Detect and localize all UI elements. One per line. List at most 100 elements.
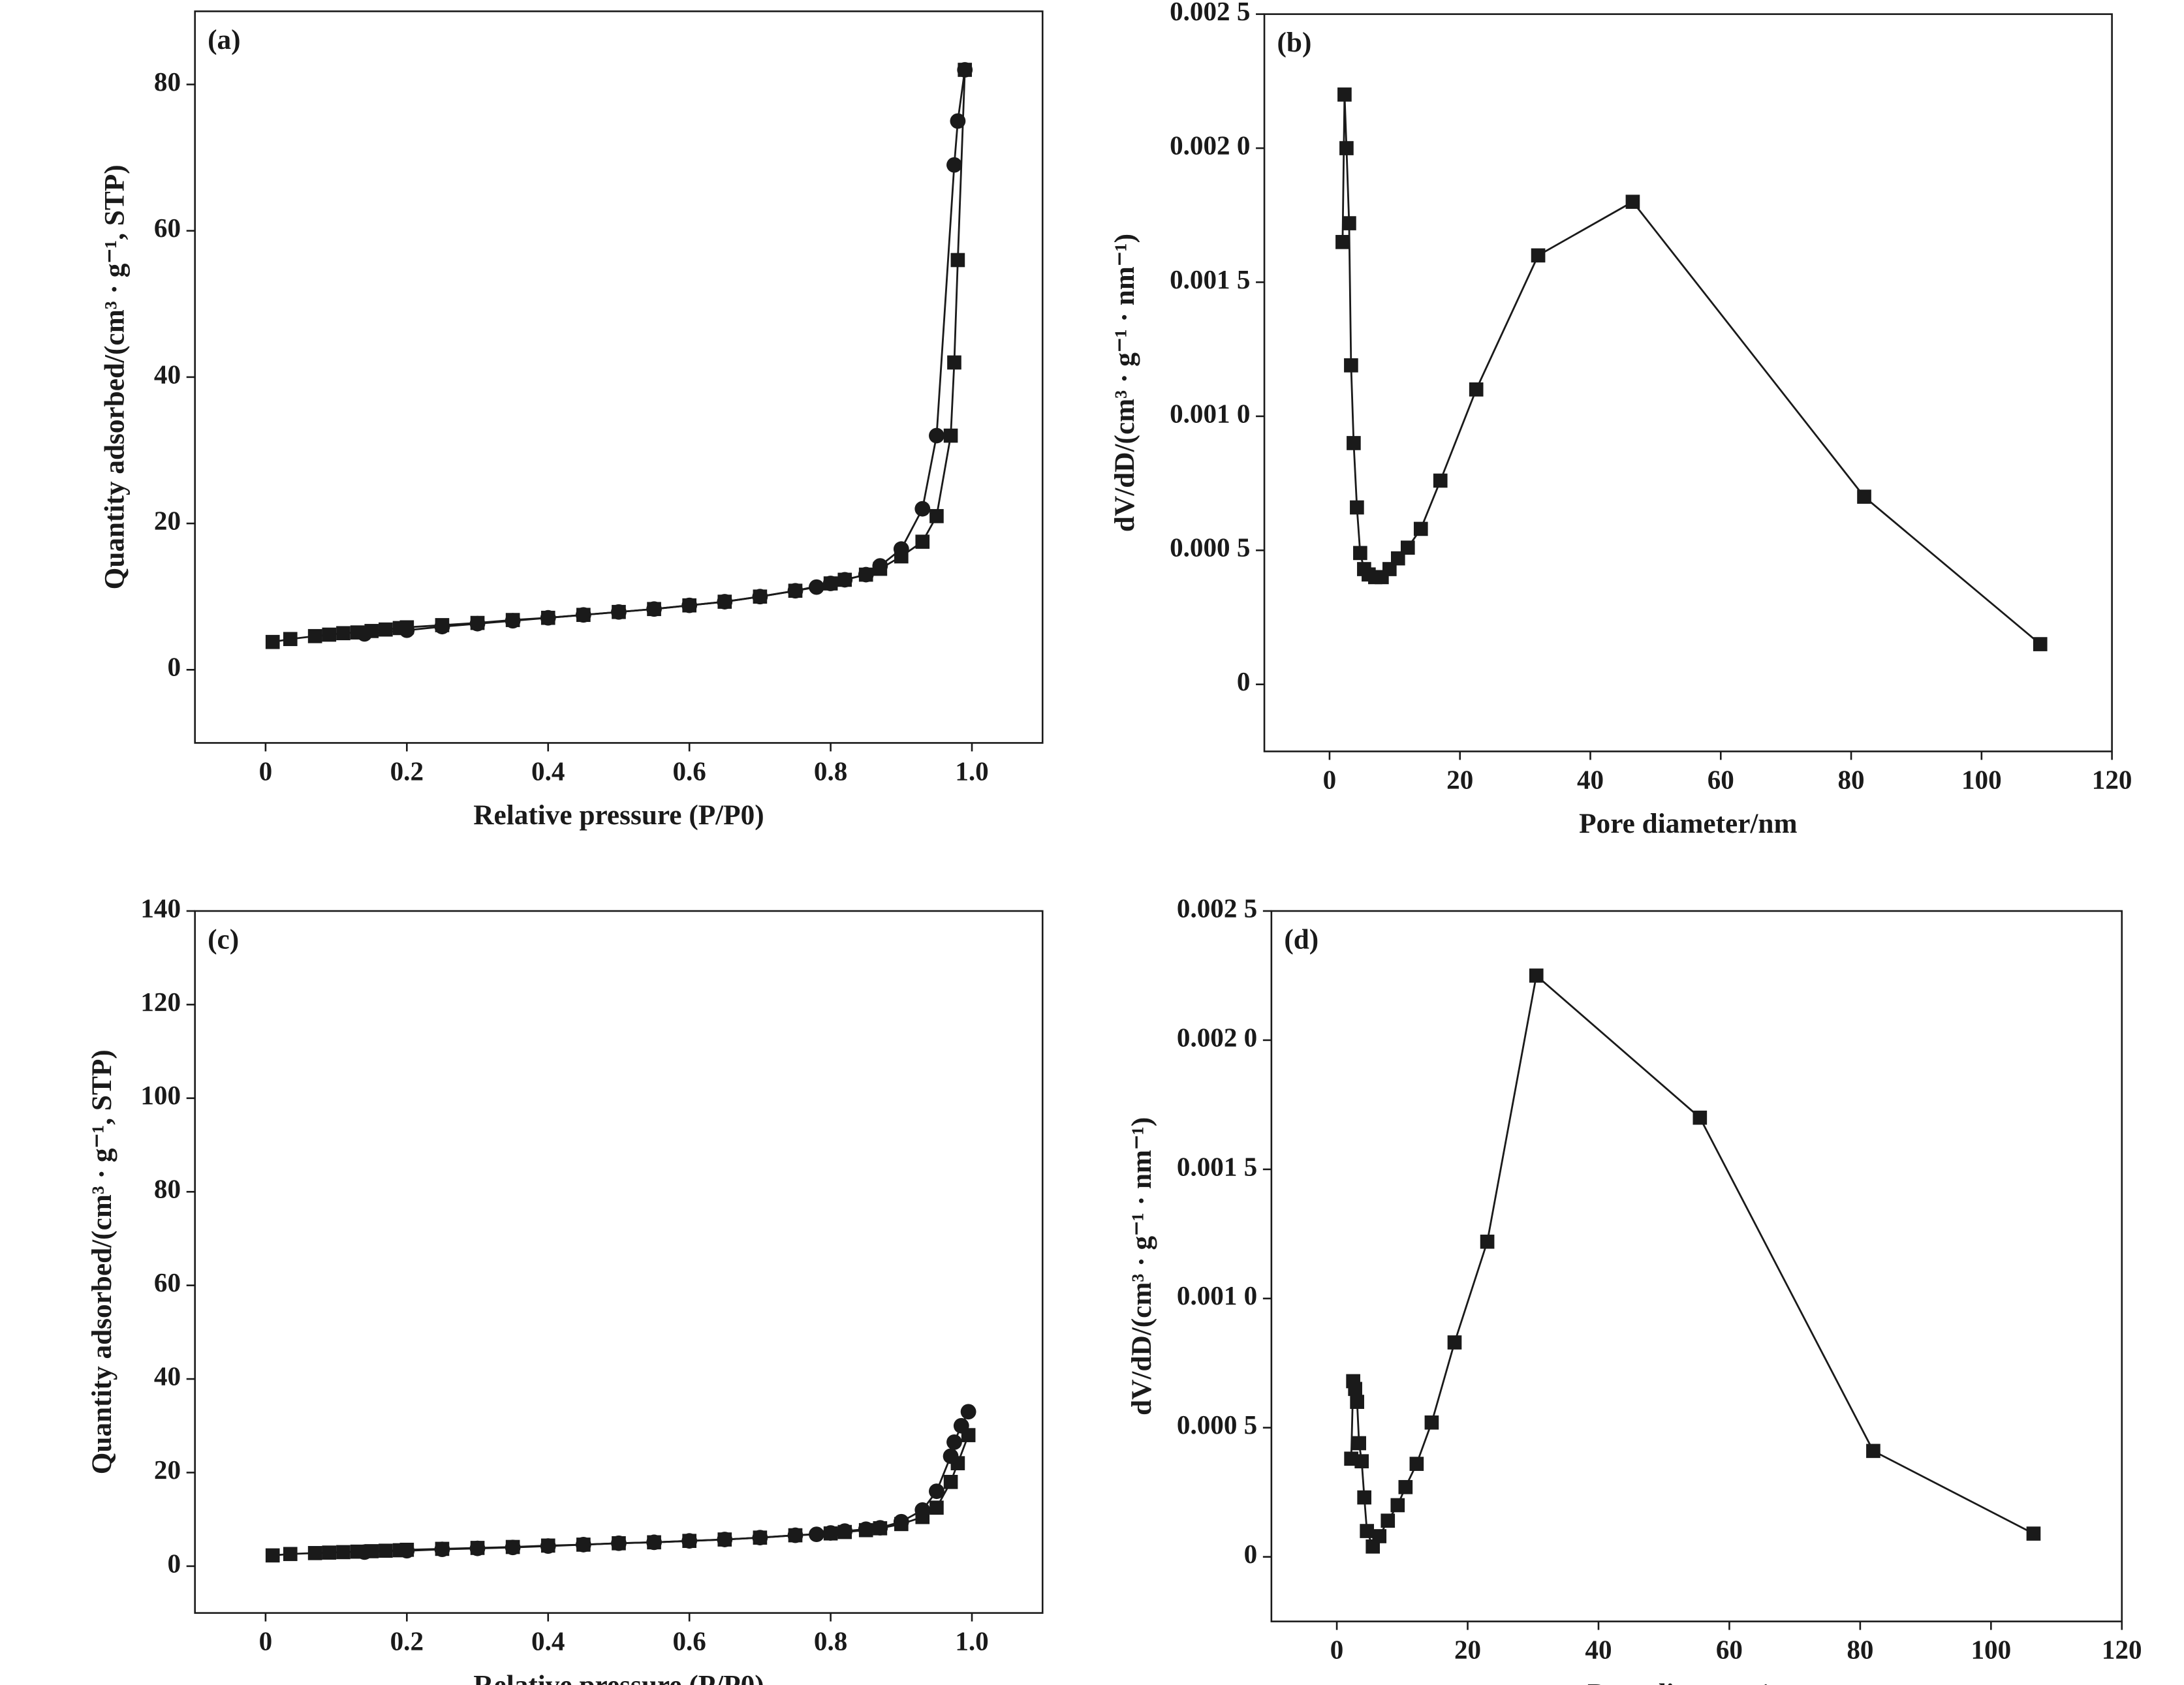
- data-point: [858, 1521, 874, 1538]
- data-point: [837, 1523, 853, 1539]
- data-point: [950, 113, 966, 129]
- y-tick-label: 0.001 5: [1170, 264, 1250, 294]
- data-point: [379, 622, 393, 637]
- data-point: [1866, 1444, 1880, 1459]
- data-point: [1372, 1529, 1387, 1543]
- data-point: [1339, 141, 1354, 155]
- data-point: [646, 1534, 662, 1551]
- y-tick-label: 20: [154, 506, 181, 536]
- y-tick-label: 0.002 5: [1170, 0, 1250, 26]
- data-point: [929, 1500, 944, 1515]
- x-axis-label: Pore diameter/nm: [1579, 808, 1797, 839]
- data-point: [957, 62, 973, 78]
- data-point: [356, 626, 373, 642]
- y-axis-label: Quantity adsorbed/(cm³ · g⁻¹, STP): [99, 164, 131, 589]
- data-point: [575, 607, 591, 623]
- data-point: [2033, 637, 2048, 651]
- y-tick-label: 0.002 5: [1177, 893, 1257, 923]
- x-tick-label: 80: [1838, 764, 1865, 794]
- x-tick-label: 100: [1971, 1635, 2011, 1665]
- y-tick-label: 0: [167, 1548, 181, 1578]
- data-point: [893, 1513, 909, 1530]
- y-tick-label: 140: [140, 893, 181, 923]
- data-point: [1625, 194, 1640, 209]
- data-point: [953, 1417, 969, 1434]
- data-point: [858, 566, 874, 583]
- data-point: [1447, 1335, 1462, 1350]
- data-point: [307, 628, 322, 643]
- data-point: [1350, 1395, 1364, 1409]
- data-point: [1357, 1490, 1372, 1505]
- data-point: [717, 594, 733, 610]
- data-point: [752, 589, 768, 605]
- y-tick-label: 0: [1237, 666, 1251, 696]
- data-point: [283, 632, 298, 647]
- panel-label: (b): [1277, 27, 1312, 58]
- data-point: [1413, 521, 1428, 536]
- data-point: [914, 1502, 931, 1518]
- y-tick-label: 80: [154, 1174, 181, 1204]
- x-axis-label: Relative pressure (P/P0): [473, 799, 764, 831]
- data-point: [946, 157, 962, 173]
- data-point: [1398, 1479, 1413, 1494]
- data-point: [1480, 1234, 1495, 1249]
- data-point: [1335, 235, 1350, 249]
- data-point: [336, 1545, 351, 1560]
- y-tick-label: 0.000 5: [1170, 533, 1250, 563]
- x-tick-label: 20: [1454, 1635, 1481, 1665]
- data-point: [950, 253, 965, 268]
- data-point: [434, 619, 450, 635]
- data-point: [1400, 540, 1415, 555]
- data-point: [1337, 87, 1352, 102]
- data-point: [681, 597, 698, 613]
- x-tick-label: 40: [1577, 764, 1604, 794]
- data-point: [1352, 1436, 1366, 1451]
- data-point: [947, 355, 961, 370]
- y-tick-label: 0: [167, 652, 181, 682]
- data-point: [1348, 1382, 1362, 1397]
- data-point: [1857, 489, 1871, 504]
- data-point: [434, 1541, 450, 1557]
- data-point: [399, 1543, 415, 1559]
- data-point: [399, 622, 415, 638]
- x-tick-label: 0: [1330, 1635, 1344, 1665]
- data-point: [283, 1547, 298, 1562]
- panel-label: (c): [208, 924, 239, 955]
- data-point: [322, 1545, 337, 1560]
- plot-frame: [1270, 910, 2123, 1622]
- data-point: [611, 604, 627, 620]
- data-point: [1360, 1524, 1375, 1538]
- series-line: [364, 69, 966, 635]
- series-line: [272, 69, 966, 643]
- data-point: [1693, 1110, 1708, 1125]
- data-point: [681, 1533, 698, 1549]
- y-tick-label: 80: [154, 67, 181, 97]
- y-axis-label: Quantity adsorbed/(cm³ · g⁻¹, STP): [86, 1049, 117, 1474]
- data-point: [929, 509, 944, 523]
- data-point: [946, 1434, 962, 1450]
- y-tick-label: 60: [154, 1267, 181, 1297]
- data-point: [1433, 473, 1448, 488]
- x-tick-label: 0.2: [390, 1626, 424, 1656]
- data-point: [307, 1546, 322, 1560]
- x-tick-label: 60: [1708, 764, 1734, 794]
- y-tick-label: 0.001 0: [1170, 398, 1250, 428]
- panel-label: (d): [1284, 924, 1318, 955]
- data-point: [1529, 968, 1544, 983]
- data-point: [837, 572, 853, 588]
- data-point: [929, 427, 944, 444]
- data-point: [1390, 551, 1405, 566]
- data-point: [1354, 1454, 1369, 1468]
- data-point: [265, 1548, 280, 1563]
- data-point: [469, 615, 486, 632]
- data-point: [929, 1483, 944, 1500]
- series-line: [1350, 974, 2035, 1549]
- y-tick-label: 120: [140, 987, 181, 1017]
- data-point: [752, 1530, 768, 1546]
- x-tick-label: 0.4: [531, 756, 565, 786]
- data-point: [646, 601, 662, 617]
- x-tick-label: 0: [259, 1626, 273, 1656]
- x-axis-label: Relative pressure (P/P0): [473, 1669, 764, 1685]
- x-axis-label: Pore diameter/nm: [1587, 1678, 1805, 1685]
